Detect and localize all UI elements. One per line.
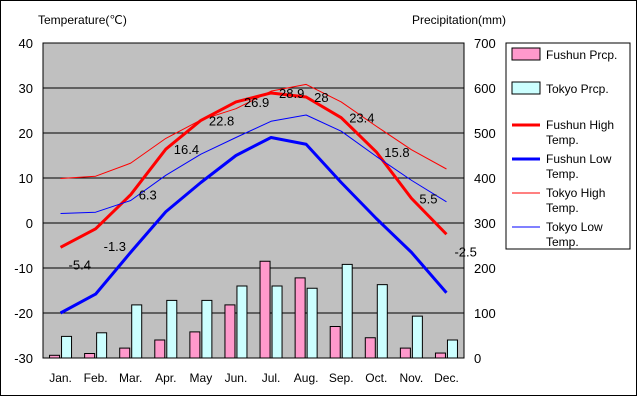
x-tick-label: Jul. (262, 371, 281, 385)
fushun-high-data-label: 16.4 (174, 142, 199, 157)
temperature-lines (59, 83, 448, 315)
tokyo-precip-bar (201, 299, 213, 359)
fushun-precip-bar (294, 277, 306, 359)
left-tick-label: 10 (19, 171, 33, 186)
tokyo-precip-bar (376, 284, 388, 359)
fushun-high-data-label: -2.5 (454, 244, 476, 259)
fushun-precip-bar (329, 326, 341, 359)
tokyo-precip-bar (411, 315, 423, 359)
fushun-high-data-label: 28 (314, 90, 328, 105)
x-tick-label: Jan. (49, 371, 72, 385)
x-axis-ticks: Jan. Feb. Mar. Apr. May Jun. Jul. Aug. Sep. Oct. N… (49, 371, 459, 385)
tokyo-precip-bar (341, 263, 353, 359)
x-tick-label: Dec. (434, 371, 459, 385)
fushun-precip-bar (49, 354, 61, 359)
fushun-high-data-label: 26.9 (244, 95, 269, 110)
fushun-high-data-label: -1.3 (104, 239, 126, 254)
legend-label: Tokyo Low Temp. (546, 220, 603, 249)
fushun-precip-bar (84, 353, 96, 359)
legend-label: Tokyo Prcp. (546, 82, 609, 96)
fushun-high-data-label: 5.5 (419, 191, 437, 206)
fushun-precip-bar (189, 331, 201, 359)
right-tick-label: 400 (474, 171, 496, 186)
right-tick-label: 200 (474, 261, 496, 276)
fushun-precip-bar (364, 337, 376, 359)
tokyo-precip-bar (61, 335, 73, 359)
tokyo-high-line (60, 83, 447, 179)
x-tick-label: Apr. (155, 371, 176, 385)
left-tick-label: -30 (14, 351, 33, 366)
legend-box (505, 42, 631, 250)
right-tick-label: 0 (474, 351, 481, 366)
left-tick-label: 0 (26, 216, 33, 231)
fushun-low-line (59, 136, 448, 315)
fushun-high-data-label: -5.4 (69, 257, 91, 272)
legend-swatch-fushun-prcp (511, 47, 541, 61)
right-axis-ticks: 700 600 500 400 300 200 100 0 (474, 36, 496, 366)
fushun-high-data-label: 28.9 (279, 86, 304, 101)
fushun-high-line (59, 91, 448, 249)
fushun-high-data-label: 23.4 (349, 111, 374, 126)
fushun-high-data-label: 15.8 (384, 145, 409, 160)
x-tick-label: Aug. (294, 371, 319, 385)
tokyo-precip-bar (306, 287, 318, 359)
x-tick-label: Mar. (119, 371, 142, 385)
precipitation-bars (49, 260, 458, 359)
legend-label: Fushun Prcp. (546, 48, 617, 62)
left-tick-label: 40 (19, 36, 33, 51)
right-tick-label: 500 (474, 126, 496, 141)
fushun-high-data-label: 22.8 (209, 113, 234, 128)
tokyo-precip-bar (131, 304, 143, 359)
grid-lines (43, 87, 464, 314)
right-tick-label: 700 (474, 36, 496, 51)
right-tick-label: 100 (474, 306, 496, 321)
right-axis-title: Precipitation(mm) (412, 13, 506, 27)
legend-label: Tokyo High Temp. (546, 186, 605, 215)
legend-label: Fushun High Temp. (546, 118, 614, 147)
x-tick-label: Sep. (329, 371, 354, 385)
fushun-precip-bar (399, 347, 411, 359)
x-tick-label: May (190, 371, 213, 385)
right-tick-label: 300 (474, 216, 496, 231)
left-tick-label: 30 (19, 81, 33, 96)
legend-label: Fushun Low Temp. (546, 152, 612, 181)
x-tick-label: Jun. (225, 371, 248, 385)
fushun-precip-bar (119, 347, 131, 359)
x-tick-label: Oct. (365, 371, 387, 385)
fushun-precip-bar (259, 260, 271, 359)
tokyo-precip-bar (446, 339, 458, 359)
tokyo-precip-bar (166, 299, 178, 359)
legend: Fushun Prcp. Tokyo Prcp. Fushun High Temp. F… (505, 42, 631, 250)
left-tick-label: -20 (14, 306, 33, 321)
data-labels: -5.4 -1.3 6.3 16.4 22.8 26.9 28.9 28 23.4 15.8 5.5… (69, 86, 477, 272)
plot-area (42, 42, 465, 359)
fushun-high-data-label: 6.3 (139, 188, 157, 203)
left-tick-label: 20 (19, 126, 33, 141)
left-tick-label: -10 (14, 261, 33, 276)
left-axis-ticks: 40 30 20 10 0 -10 -20 -30 (14, 36, 33, 366)
legend-swatch-tokyo-prcp (511, 81, 541, 95)
fushun-precip-bar (434, 352, 446, 359)
tokyo-precip-bar (271, 285, 283, 359)
left-axis-title: Temperature(℃) (38, 13, 127, 27)
tokyo-precip-bar (236, 285, 248, 359)
fushun-precip-bar (224, 304, 236, 359)
tokyo-precip-bar (96, 332, 108, 359)
right-tick-label: 600 (474, 81, 496, 96)
fushun-precip-bar (154, 339, 166, 359)
x-tick-label: Feb. (84, 371, 108, 385)
x-tick-label: Nov. (399, 371, 423, 385)
tokyo-low-line (60, 114, 447, 215)
